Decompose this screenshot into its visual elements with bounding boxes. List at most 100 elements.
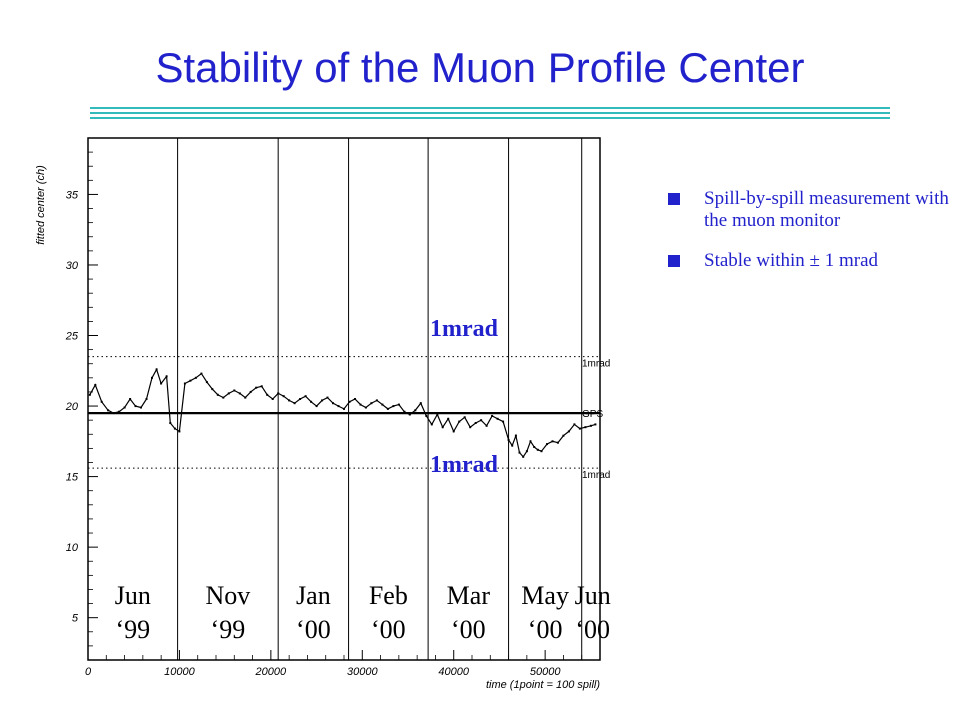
data-point [272, 398, 274, 400]
data-point [266, 394, 268, 396]
data-point [480, 419, 482, 421]
data-point [526, 450, 528, 452]
period-month-label: May [521, 581, 569, 610]
data-point [222, 397, 224, 399]
data-point [124, 407, 126, 409]
bullet-item: Spill-by-spill measurement with the muon… [668, 188, 958, 232]
period-month-label: Nov [205, 581, 250, 610]
data-point [327, 397, 329, 399]
data-point [195, 377, 197, 379]
bullet-text: Spill-by-spill measurement with the muon… [704, 188, 949, 231]
square-bullet-icon [668, 193, 680, 205]
data-point [250, 391, 252, 393]
data-point [118, 411, 120, 413]
x-tick-label: 10000 [164, 666, 195, 678]
period-year-label: ‘99 [115, 615, 150, 644]
y-tick-label: 10 [66, 542, 79, 554]
data-point [562, 435, 564, 437]
data-point [398, 404, 400, 406]
data-point [497, 418, 499, 420]
data-point [156, 368, 158, 370]
data-point [283, 395, 285, 397]
data-point [310, 401, 312, 403]
data-point [579, 428, 581, 430]
data-point [360, 404, 362, 406]
muon-center-chart: 5101520253035 0 10000 20000 30000 40000 50000… [0, 0, 960, 720]
data-point [475, 422, 477, 424]
y-tick-label: 20 [65, 401, 79, 413]
bullet-text: Stable within ± 1 mrad [704, 250, 878, 271]
data-point [107, 409, 109, 411]
annotation-1mrad-upper: 1mrad [430, 316, 499, 342]
square-bullet-icon [668, 255, 680, 267]
data-point [537, 449, 539, 451]
data-point [594, 423, 596, 425]
data-point [288, 399, 290, 401]
data-point [184, 383, 186, 385]
x-tick-label: 40000 [438, 666, 469, 678]
period-year-label: ‘00 [451, 615, 486, 644]
data-point [420, 402, 422, 404]
data-point [522, 456, 524, 458]
data-point [140, 407, 142, 409]
data-point [349, 401, 351, 403]
data-point [178, 430, 180, 432]
data-point [557, 442, 559, 444]
data-point [174, 428, 176, 430]
data-point [217, 394, 219, 396]
data-point [370, 402, 372, 404]
period-month-label: Jan [296, 581, 331, 610]
data-point [365, 407, 367, 409]
period-month-label: Mar [447, 581, 491, 610]
data-point [354, 398, 356, 400]
data-point [546, 443, 548, 445]
y-tick-label: 30 [66, 260, 79, 272]
period-year-label: ‘99 [211, 615, 246, 644]
data-point [332, 402, 334, 404]
data-point [453, 430, 455, 432]
period-year-label: ‘00 [528, 615, 563, 644]
data-point [590, 425, 592, 427]
data-point [414, 409, 416, 411]
data-point [113, 412, 115, 414]
data-point [135, 405, 137, 407]
data-point [403, 411, 405, 413]
data-point [233, 390, 235, 392]
data-point [101, 401, 103, 403]
data-point [486, 425, 488, 427]
reference-line-label: 1mrad [582, 359, 610, 370]
y-tick-label: 25 [65, 331, 79, 343]
data-point [387, 408, 389, 410]
annotation-1mrad-lower: 1mrad [430, 452, 499, 478]
data-point [321, 399, 323, 401]
period-year-label: ‘00 [296, 615, 331, 644]
data-point [305, 395, 307, 397]
period-month-label: Jun [575, 581, 611, 610]
data-point [89, 394, 91, 396]
data-point [166, 375, 168, 377]
data-point [425, 415, 427, 417]
data-point [530, 440, 532, 442]
data-point [255, 387, 257, 389]
reference-line-label: GPS [582, 409, 603, 420]
period-month-label: Feb [369, 581, 408, 610]
period-year-label: ‘00 [575, 615, 610, 644]
y-axis-label: fitted center (ch) [35, 165, 47, 245]
data-point [244, 397, 246, 399]
data-point [584, 426, 586, 428]
data-point [151, 377, 153, 379]
data-point [511, 445, 513, 447]
data-point [316, 405, 318, 407]
data-point [541, 450, 543, 452]
x-tick-label: 50000 [530, 666, 561, 678]
data-point [442, 426, 444, 428]
data-point [160, 383, 162, 385]
data-point [381, 404, 383, 406]
x-tick-label: 20000 [255, 666, 287, 678]
data-point [206, 381, 208, 383]
bullet-list: Spill-by-spill measurement with the muon… [668, 188, 958, 290]
y-tick-label: 15 [66, 472, 79, 484]
data-point [189, 380, 191, 382]
data-point [211, 388, 213, 390]
x-tick-label: 30000 [347, 666, 378, 678]
